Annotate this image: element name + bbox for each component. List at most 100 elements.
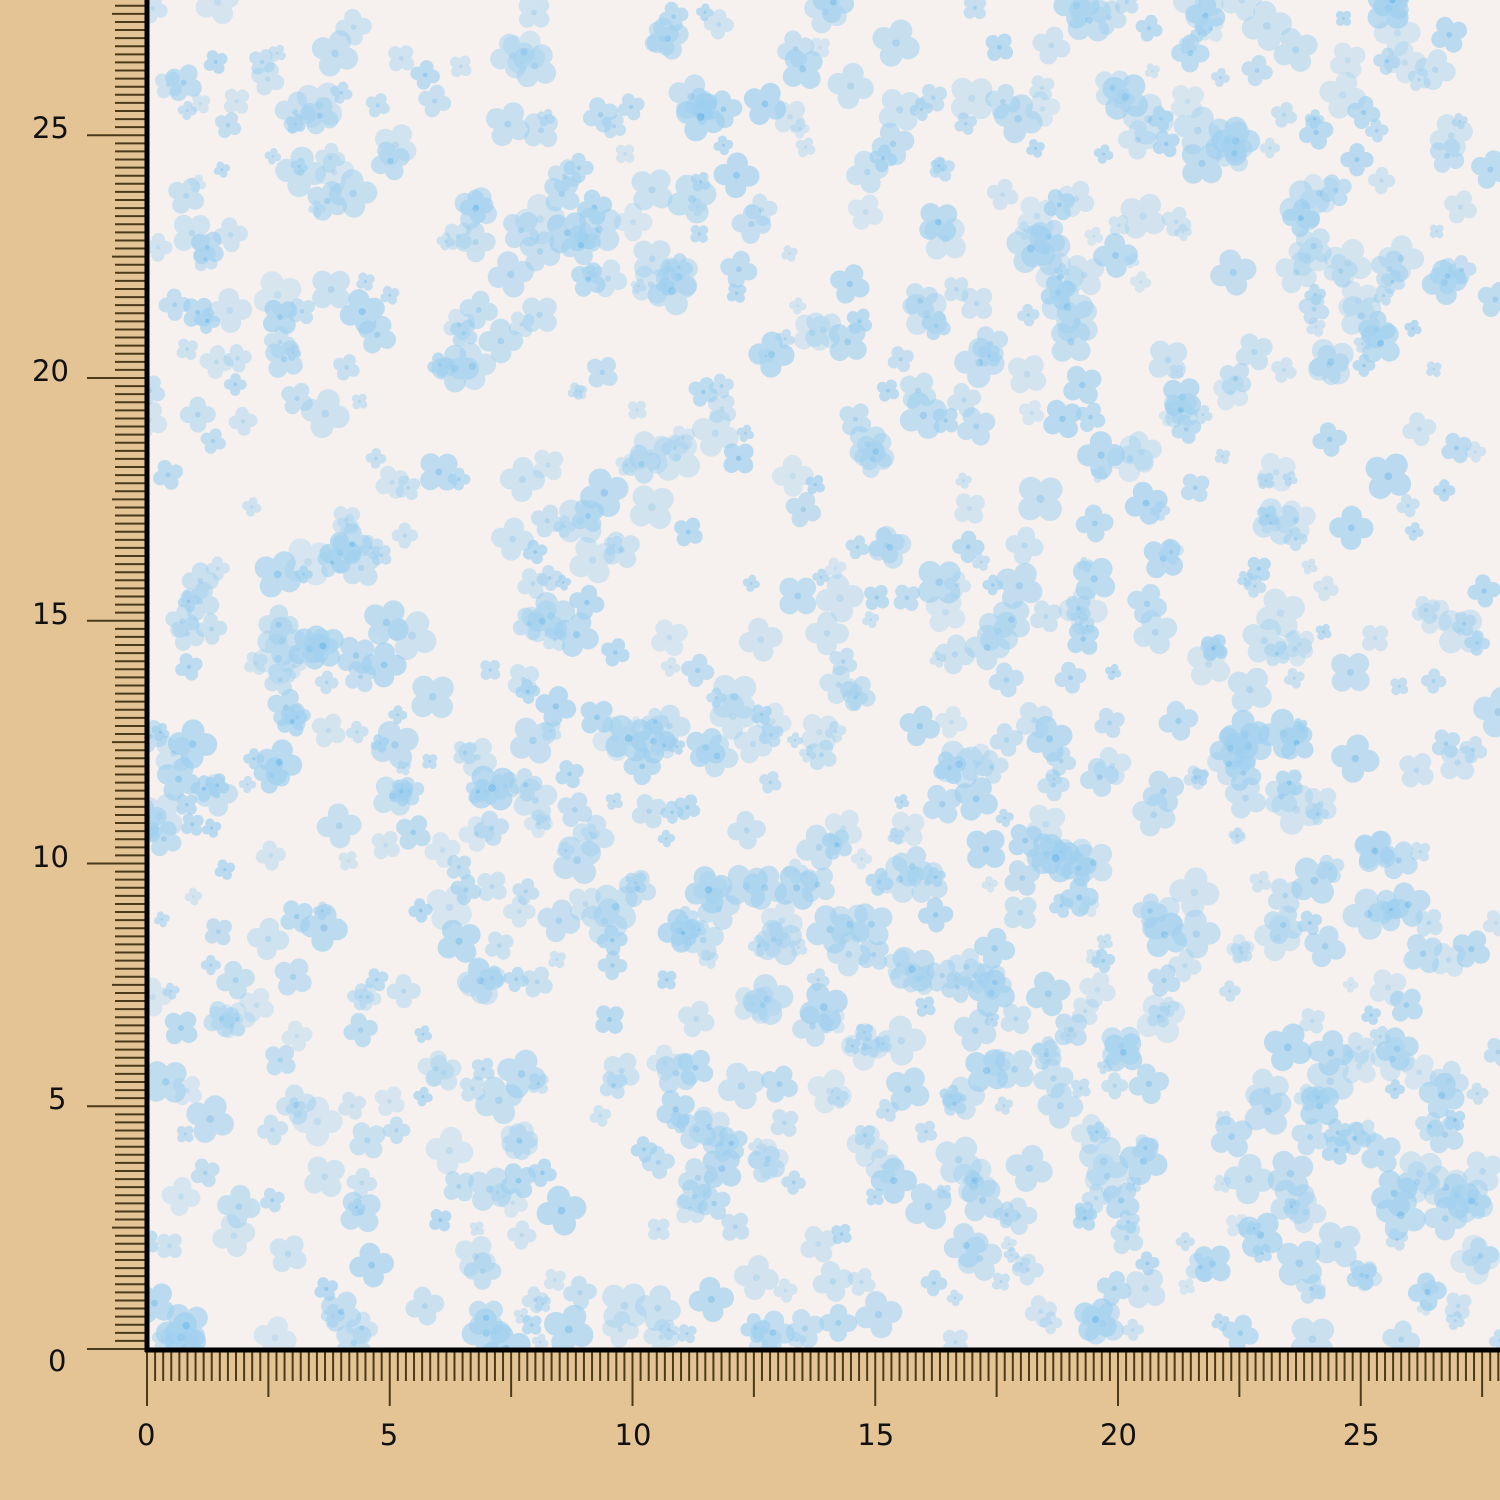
flower <box>963 0 987 20</box>
flower <box>553 515 576 538</box>
flower <box>1063 365 1102 405</box>
flower <box>156 757 201 801</box>
flower <box>422 753 438 769</box>
flower <box>1271 357 1297 383</box>
flower <box>1102 1182 1140 1219</box>
flower <box>167 719 218 769</box>
flower <box>1075 504 1114 543</box>
flower <box>788 297 807 315</box>
flower <box>188 174 207 193</box>
flower <box>216 960 255 1000</box>
x-ruler-label: 25 <box>1342 1418 1380 1452</box>
flower <box>1271 101 1297 128</box>
flower <box>164 1011 198 1045</box>
flower <box>207 287 253 333</box>
y-ruler-label: 5 <box>48 1082 67 1117</box>
flower <box>349 1122 386 1159</box>
flower <box>681 653 715 688</box>
flower <box>617 93 645 121</box>
flower <box>1079 971 1116 1008</box>
flower <box>615 454 638 476</box>
y-ruler-label: 25 <box>32 111 69 146</box>
flower <box>1390 677 1409 696</box>
flower <box>986 178 1019 211</box>
flower <box>1170 364 1184 379</box>
flower <box>473 810 510 846</box>
flower <box>1171 414 1202 445</box>
flower <box>1306 1085 1330 1109</box>
flower <box>779 577 817 615</box>
flower <box>1288 237 1328 277</box>
flower <box>1384 1079 1406 1100</box>
fabric-swatch <box>147 0 1500 1349</box>
flower <box>1399 753 1434 788</box>
flower <box>382 1116 411 1145</box>
flower <box>824 557 847 580</box>
flower <box>1096 1270 1132 1306</box>
flower <box>1467 574 1500 608</box>
flower <box>1105 663 1122 681</box>
flower <box>1148 105 1174 132</box>
flower <box>621 444 662 484</box>
x-ruler-label: 15 <box>857 1418 895 1452</box>
flower <box>720 250 758 288</box>
flower <box>1407 68 1431 92</box>
flower <box>544 1304 594 1349</box>
flower <box>805 905 855 954</box>
flower <box>204 918 232 946</box>
x-ruler-label: 10 <box>614 1418 652 1452</box>
flower <box>531 1333 549 1349</box>
flower <box>176 1125 194 1143</box>
flower <box>742 574 760 592</box>
flower <box>1340 142 1374 177</box>
x-ruler-label: 5 <box>379 1418 399 1452</box>
flower <box>1120 431 1162 473</box>
flower <box>356 272 375 291</box>
flower <box>733 724 773 764</box>
flower <box>1397 1151 1442 1196</box>
x-ruler-label: 0 <box>137 1418 156 1452</box>
flower <box>274 958 312 996</box>
flower <box>315 142 346 173</box>
flower <box>805 312 841 349</box>
flower <box>966 829 1006 869</box>
flower <box>1000 1235 1017 1252</box>
flower <box>988 662 1024 698</box>
flower-pattern <box>147 0 1500 1349</box>
flower <box>1375 1027 1419 1071</box>
flower <box>557 792 593 828</box>
flower <box>1135 1251 1160 1276</box>
flower <box>1309 344 1350 386</box>
flower <box>1178 1278 1195 1295</box>
y-ruler-label: 0 <box>48 1344 67 1378</box>
flower <box>1464 630 1491 656</box>
y-ruler-label: 15 <box>32 596 69 631</box>
flower <box>981 875 999 893</box>
y-ruler-label: 10 <box>32 839 69 874</box>
flower <box>1026 715 1073 762</box>
flower <box>920 1269 948 1297</box>
flower <box>408 898 433 923</box>
flower <box>961 287 993 319</box>
flower <box>1005 526 1044 565</box>
flower <box>580 700 614 734</box>
flower <box>1241 54 1273 87</box>
flower <box>1444 190 1477 224</box>
x-ruler-label: 20 <box>1100 1418 1137 1452</box>
flower <box>1290 1317 1335 1349</box>
flower <box>195 0 240 25</box>
flower <box>860 1037 881 1058</box>
flower <box>365 93 390 118</box>
flower <box>1084 226 1104 246</box>
y-ruler-label: 20 <box>32 354 69 388</box>
flower <box>1096 933 1113 950</box>
flower <box>660 657 681 677</box>
flower <box>567 382 586 400</box>
flower <box>255 840 286 871</box>
flower <box>731 204 772 244</box>
flower <box>713 152 760 199</box>
flower <box>1094 707 1125 739</box>
flower <box>748 1145 785 1183</box>
flower <box>1346 1260 1377 1291</box>
